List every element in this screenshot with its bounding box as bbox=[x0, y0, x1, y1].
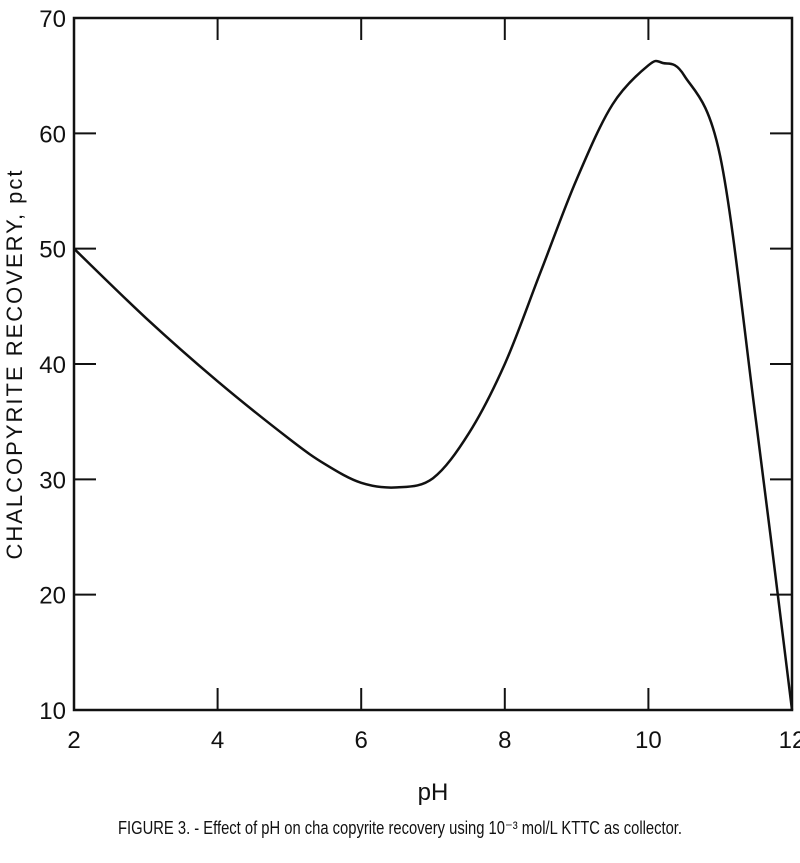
figure-caption: FIGURE 3. - Effect of pH on cha copyrite… bbox=[118, 818, 682, 838]
x-tick-label: 2 bbox=[67, 727, 80, 754]
plot-frame bbox=[72, 16, 794, 712]
ticks bbox=[74, 18, 792, 710]
x-tick-label: 12 bbox=[779, 727, 800, 754]
y-tick-label: 20 bbox=[39, 583, 66, 610]
x-tick-label: 4 bbox=[211, 727, 224, 754]
tick-labels: 2 4 6 8 10 12 10 20 30 40 50 60 70 bbox=[39, 6, 800, 754]
recovery-curve bbox=[73, 59, 794, 711]
y-tick-label: 70 bbox=[39, 6, 66, 33]
y-tick-label: 60 bbox=[39, 121, 66, 148]
x-tick-label: 8 bbox=[498, 727, 511, 754]
y-tick-label: 30 bbox=[39, 467, 66, 494]
y-tick-label: 10 bbox=[39, 698, 66, 725]
x-tick-label: 10 bbox=[635, 727, 662, 754]
y-tick-label: 50 bbox=[39, 237, 66, 264]
y-tick-label: 40 bbox=[39, 352, 66, 379]
x-axis-label: pH bbox=[418, 779, 449, 806]
plot-axes bbox=[72, 16, 794, 712]
y-axis-label: CHALCOPYRITE RECOVERY, pct bbox=[2, 168, 27, 559]
x-tick-label: 6 bbox=[355, 727, 368, 754]
